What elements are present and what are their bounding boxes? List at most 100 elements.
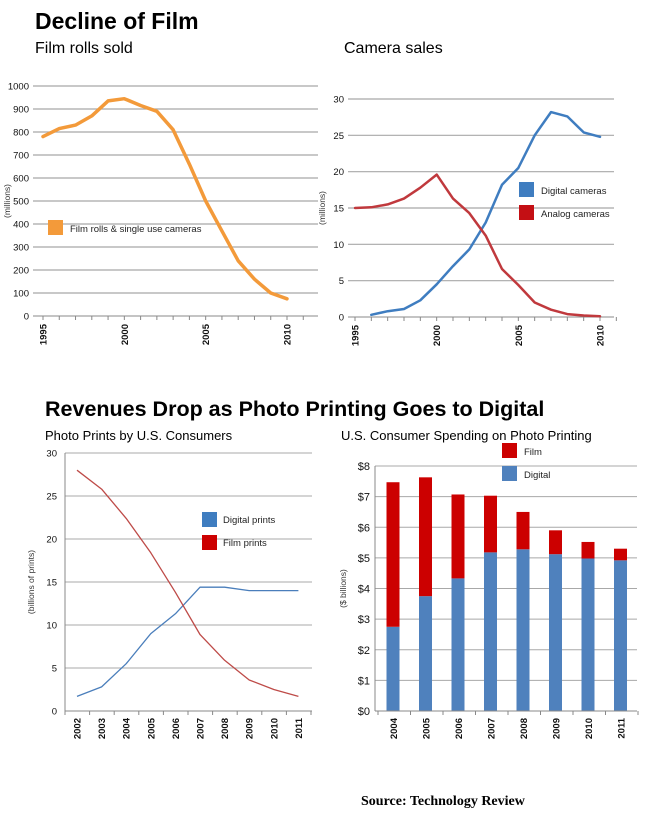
legend-label-digital: Digital	[524, 470, 550, 481]
legend-swatch-film-rolls-single-use-cameras	[48, 220, 63, 235]
y-tick-label: 800	[13, 128, 29, 139]
series-line-digital-cameras	[370, 110, 602, 317]
bar-digital	[516, 549, 530, 711]
y-tick-label: 30	[333, 95, 344, 106]
legend-label-film-rolls-single-use-cameras: Film rolls & single use cameras	[70, 224, 202, 235]
x-tick-label: 1995	[39, 323, 50, 345]
legend-swatch-analog-cameras	[519, 205, 534, 220]
y-tick-label: $4	[358, 584, 370, 596]
x-tick-label: 2000	[120, 324, 131, 345]
legend-label-analog-cameras: Analog cameras	[541, 209, 610, 220]
y-tick-label: 600	[13, 174, 29, 185]
y-tick-label: $3	[358, 614, 370, 626]
bar-film	[451, 494, 465, 579]
x-tick-label: 2010	[596, 325, 607, 346]
x-tick-label: 2004	[122, 717, 133, 739]
x-tick-label: 2008	[519, 718, 530, 739]
y-tick-label: 0	[24, 312, 29, 323]
x-tick-label: 2009	[245, 718, 256, 739]
x-tick-label: 2005	[514, 324, 525, 346]
y-tick-label: $0	[358, 706, 370, 718]
x-tick-label: 2003	[97, 718, 108, 739]
bar-digital	[581, 558, 595, 711]
bar-digital	[614, 560, 627, 711]
x-tick-label: 2006	[171, 718, 182, 739]
x-tick-label: 2004	[389, 717, 400, 739]
x-tick-label: 2000	[432, 325, 443, 346]
legend-swatch-digital	[502, 466, 517, 481]
legend-label-film-prints: Film prints	[223, 538, 267, 549]
source-caption: Source: Technology Review	[361, 794, 525, 809]
x-tick-label: 1995	[351, 324, 362, 346]
y-tick-label: 25	[46, 492, 57, 503]
main-title-decline-of-film: Decline of Film	[35, 8, 199, 34]
x-tick-label: 2007	[196, 718, 207, 739]
legend-label-digital-cameras: Digital cameras	[541, 186, 607, 197]
bar-film	[484, 495, 497, 553]
y-tick-label: 700	[13, 151, 29, 162]
y-axis-label: ($ billions)	[338, 569, 348, 608]
x-tick-label: 2011	[294, 717, 305, 738]
series-line-digital-prints	[76, 586, 299, 698]
x-tick-label: 2010	[584, 718, 595, 739]
series-line-film-rolls-single-use-cameras	[41, 96, 289, 301]
y-tick-label: 10	[333, 240, 344, 251]
chart-title-camera-sales: Camera sales	[344, 40, 443, 57]
x-tick-label: 2010	[269, 718, 280, 739]
y-axis-label: (millions)	[2, 184, 12, 218]
y-tick-label: 10	[46, 621, 57, 632]
y-tick-label: 5	[52, 664, 57, 675]
y-tick-label: $5	[358, 553, 370, 565]
series-line-film-prints	[76, 469, 299, 698]
x-tick-label: 2005	[422, 717, 433, 739]
x-tick-label: 2002	[73, 718, 84, 739]
chart-title-film-rolls: Film rolls sold	[35, 40, 133, 57]
y-tick-label: 100	[13, 289, 29, 300]
y-tick-label: 900	[13, 105, 29, 116]
y-tick-label: $6	[358, 522, 370, 534]
x-tick-label: 2006	[454, 718, 465, 739]
x-tick-label: 2005	[146, 717, 157, 739]
bar-digital	[549, 554, 562, 711]
bar-digital	[451, 578, 465, 711]
bar-digital	[419, 596, 432, 711]
y-tick-label: 20	[333, 167, 344, 178]
legend-label-digital-prints: Digital prints	[223, 515, 276, 526]
y-axis-label: (billions of prints)	[26, 550, 36, 614]
y-tick-label: $1	[358, 675, 370, 687]
y-tick-label: 25	[333, 131, 344, 142]
legend-swatch-digital-prints	[202, 512, 217, 527]
bar-digital	[484, 552, 497, 711]
y-tick-label: 15	[46, 578, 57, 589]
legend-label-film: Film	[524, 447, 542, 458]
legend-swatch-film-prints	[202, 535, 217, 550]
legend-swatch-digital-cameras	[519, 182, 534, 197]
y-tick-label: 400	[13, 220, 29, 231]
bar-digital	[386, 626, 400, 711]
y-tick-label: $2	[358, 645, 370, 657]
x-tick-label: 2011	[617, 717, 628, 738]
y-tick-label: 200	[13, 266, 29, 277]
bar-film	[516, 511, 530, 550]
y-tick-label: 20	[46, 535, 57, 546]
y-axis-label: (millions)	[317, 191, 327, 225]
y-tick-label: 0	[52, 707, 57, 718]
y-tick-label: 1000	[8, 82, 29, 93]
y-tick-label: 0	[339, 313, 344, 324]
series-line-analog-cameras	[353, 173, 602, 318]
y-tick-label: 15	[333, 204, 344, 215]
chart-title-photo-spending: U.S. Consumer Spending on Photo Printing	[341, 428, 592, 443]
x-tick-label: 2009	[552, 718, 563, 739]
bar-film	[549, 530, 562, 555]
y-tick-label: $8	[358, 461, 370, 473]
x-tick-label: 2007	[487, 718, 498, 739]
bar-film	[419, 477, 432, 597]
x-tick-label: 2010	[283, 324, 294, 345]
bar-film	[386, 482, 400, 627]
legend-swatch-film	[502, 443, 517, 458]
x-tick-label: 2005	[201, 323, 212, 345]
